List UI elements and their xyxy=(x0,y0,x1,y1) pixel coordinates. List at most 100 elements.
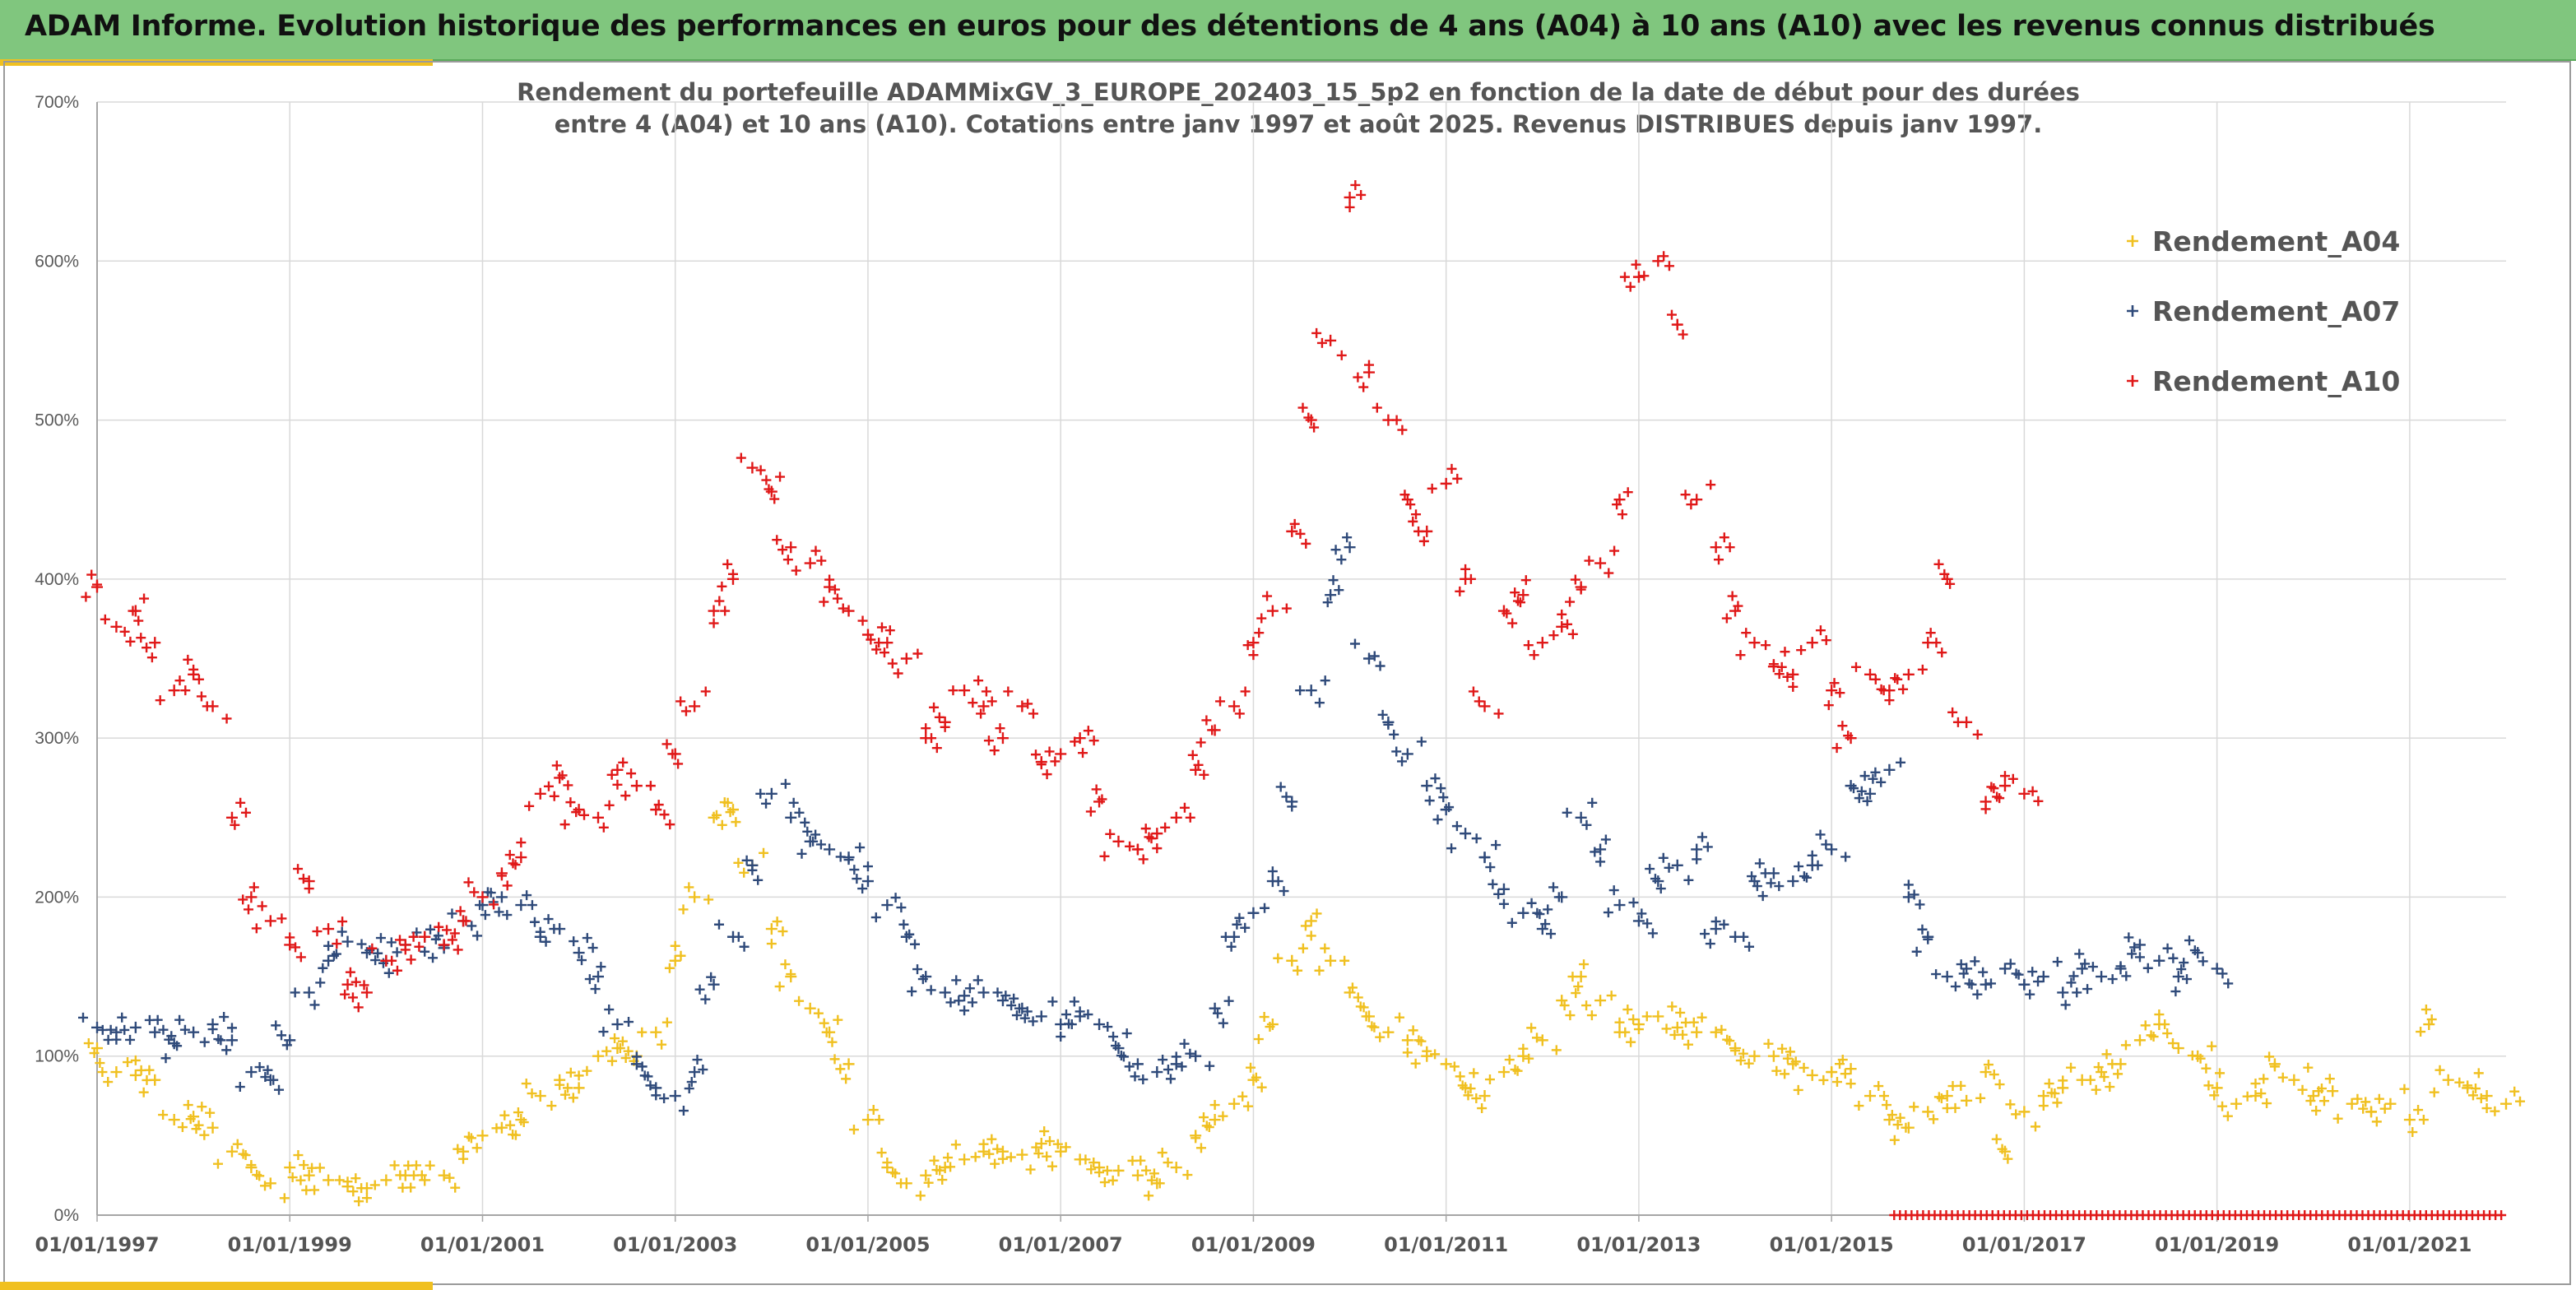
point-a07 xyxy=(1691,843,1703,856)
point-a07 xyxy=(1069,996,1079,1007)
point-a04 xyxy=(2454,1077,2465,1088)
point-a07 xyxy=(466,921,477,931)
point-a10 xyxy=(661,739,672,749)
point-a10 xyxy=(1989,783,1999,794)
point-a07 xyxy=(713,919,724,930)
point-a07 xyxy=(992,987,1003,998)
point-a04 xyxy=(1671,1021,1683,1033)
point-a04 xyxy=(1526,1023,1537,1033)
point-a04 xyxy=(1355,1001,1366,1012)
point-a07 xyxy=(810,829,821,840)
point-a10 xyxy=(1281,603,1292,614)
point-a10 xyxy=(221,713,232,724)
point-a10 xyxy=(2027,786,2038,796)
point-a04 xyxy=(246,1160,257,1171)
point-a04 xyxy=(419,1174,431,1186)
point-a10 xyxy=(1363,360,1374,370)
point-a07 xyxy=(1260,903,1270,913)
point-a10 xyxy=(1613,494,1626,506)
point-a10 xyxy=(1565,596,1576,607)
point-a07 xyxy=(1650,874,1660,884)
point-a07 xyxy=(996,995,1009,1007)
point-a07 xyxy=(541,936,551,947)
point-a07 xyxy=(1931,969,1942,980)
point-a04 xyxy=(1305,915,1317,927)
point-a04 xyxy=(1154,1178,1165,1189)
point-a07 xyxy=(1444,802,1455,813)
point-a07 xyxy=(105,1024,116,1035)
point-a04 xyxy=(1402,1047,1413,1058)
point-a04 xyxy=(2207,1041,2217,1051)
point-a07 xyxy=(1642,918,1653,929)
point-a07 xyxy=(592,971,605,983)
point-a07 xyxy=(917,974,928,985)
point-a10 xyxy=(929,702,940,712)
point-a07 xyxy=(708,978,720,991)
point-a04 xyxy=(766,939,777,949)
point-a07 xyxy=(1517,907,1529,919)
point-a10 xyxy=(360,986,373,999)
point-a10 xyxy=(983,735,994,746)
point-a07 xyxy=(1950,981,1961,992)
point-a10 xyxy=(717,581,727,592)
point-a04 xyxy=(534,1090,546,1102)
report-banner: ADAM Informe. Evolution historique des p… xyxy=(0,0,2576,61)
point-a07 xyxy=(373,948,383,958)
point-a07 xyxy=(1485,862,1496,873)
point-a07 xyxy=(1342,532,1353,543)
point-a04 xyxy=(1449,1061,1460,1072)
point-a04 xyxy=(2101,1049,2112,1060)
point-a04 xyxy=(1892,1120,1903,1130)
point-a04 xyxy=(1743,1058,1754,1069)
point-a10 xyxy=(387,955,397,966)
point-a10 xyxy=(1952,717,1963,727)
point-a04 xyxy=(1956,1080,1966,1091)
point-a07 xyxy=(1854,793,1864,804)
point-a04 xyxy=(1716,1024,1727,1035)
point-a04 xyxy=(874,1115,884,1125)
point-a10 xyxy=(1507,618,1518,629)
point-a10 xyxy=(680,706,691,717)
point-a10 xyxy=(392,965,402,976)
point-a04 xyxy=(2005,1099,2016,1110)
point-a07 xyxy=(824,843,836,856)
point-a04 xyxy=(97,1067,108,1078)
point-a07 xyxy=(2172,971,2184,983)
point-a04 xyxy=(2515,1096,2525,1107)
point-a04 xyxy=(1620,1027,1631,1037)
point-a10 xyxy=(1666,309,1677,320)
point-a07 xyxy=(1970,956,1980,967)
point-a07 xyxy=(188,1026,200,1038)
point-a07 xyxy=(1794,861,1804,872)
point-a04 xyxy=(1088,1158,1099,1168)
point-a10 xyxy=(323,923,335,935)
point-a10 xyxy=(989,745,1000,756)
point-a07 xyxy=(1862,796,1873,806)
point-a10 xyxy=(1806,637,1818,649)
point-a07 xyxy=(951,975,962,986)
point-a07 xyxy=(624,1017,634,1028)
point-a10 xyxy=(1201,715,1212,726)
point-a10 xyxy=(1468,686,1478,697)
point-a04 xyxy=(568,1093,578,1103)
point-a10 xyxy=(612,779,623,790)
point-a04 xyxy=(2018,1106,2031,1118)
point-a04 xyxy=(183,1100,193,1111)
point-a07 xyxy=(1432,814,1443,825)
point-a10 xyxy=(861,629,874,641)
point-a04 xyxy=(293,1150,304,1161)
point-a07 xyxy=(2170,986,2181,997)
point-a07 xyxy=(639,1070,650,1081)
point-a10 xyxy=(1146,833,1157,844)
point-a07 xyxy=(1102,1022,1113,1032)
point-a07 xyxy=(1056,1032,1066,1042)
point-a04 xyxy=(689,891,701,903)
point-a07 xyxy=(1603,907,1613,918)
point-a10 xyxy=(1408,516,1418,527)
point-a04 xyxy=(425,1160,435,1171)
point-a07 xyxy=(747,865,758,875)
point-a07 xyxy=(1212,1008,1223,1019)
point-a07 xyxy=(907,986,917,997)
point-a04 xyxy=(1950,1102,1961,1113)
point-a04 xyxy=(1297,943,1308,954)
